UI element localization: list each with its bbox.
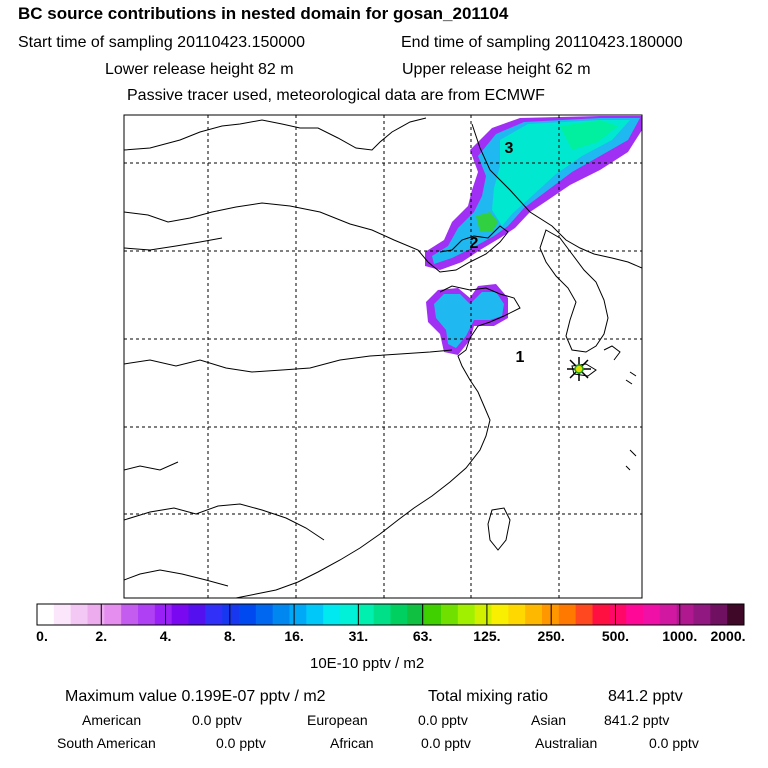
maximum-value-label: Maximum value 0.199E-07 pptv / m2 [65,688,326,705]
cluster-label-2: 2 [470,235,479,252]
region-australian-value: 0.0 pptv [649,735,699,751]
region-south-american-label: South American [57,735,156,751]
tracer-note: Passive tracer used, meteorological data… [127,87,545,104]
colorbar-tick-label: 4. [159,628,172,644]
region-american-value: 0.0 pptv [192,712,242,728]
colorbar-tick-label: 250. [537,628,565,644]
region-american-label: American [82,712,142,728]
total-mixing-ratio-value: 841.2 pptv [608,688,683,705]
plume-peak-north [560,120,618,150]
colorbar-tick-label: 500. [601,628,630,644]
coastlines [124,117,642,598]
colorbar-tick-label: 125. [473,628,501,644]
region-asian-label: Asian [531,712,567,728]
colorbar-tick-label: 63. [412,628,433,644]
colorbar-tick-label: 31. [348,628,369,644]
region-african-value: 0.0 pptv [421,735,471,751]
cluster-label-1: 1 [516,349,525,366]
total-mixing-ratio-label: Total mixing ratio [428,688,549,705]
region-african-label: African [330,735,374,751]
concentration-plume [425,116,642,355]
region-european-label: European [307,712,368,728]
lower-release-height-label: Lower release height 82 m [105,61,294,78]
start-time-label: Start time of sampling 20110423.150000 [18,34,306,51]
plot-title: BC source contributions in nested domain… [18,4,509,23]
end-time-label: End time of sampling 20110423.180000 [401,34,683,51]
region-asian-value: 841.2 pptv [604,712,670,728]
colorbar-unit-label: 10E-10 pptv / m2 [310,655,425,672]
region-australian-label: Australian [535,735,598,751]
graticule [124,115,642,598]
colorbar-tick-label: 16. [284,628,304,644]
plume-peak-mid [476,212,498,232]
colorbar-tick-label: 2. [95,628,108,644]
receptor-star-icon [567,357,591,381]
cluster-label-3: 3 [505,140,514,157]
colorbar-tick-label: 2000. [710,628,746,644]
map-frame [123,114,643,599]
upper-release-height-label: Upper release height 62 m [402,61,591,78]
colorbar-tick-label: 8. [223,628,236,644]
colorbar-tick-label: 0. [36,628,48,644]
region-european-value: 0.0 pptv [418,712,468,728]
plume-core-south [434,292,504,348]
colorbar-tick-label: 1000. [662,628,698,644]
plume-teal-north [492,120,630,226]
region-south-american-value: 0.0 pptv [216,735,266,751]
